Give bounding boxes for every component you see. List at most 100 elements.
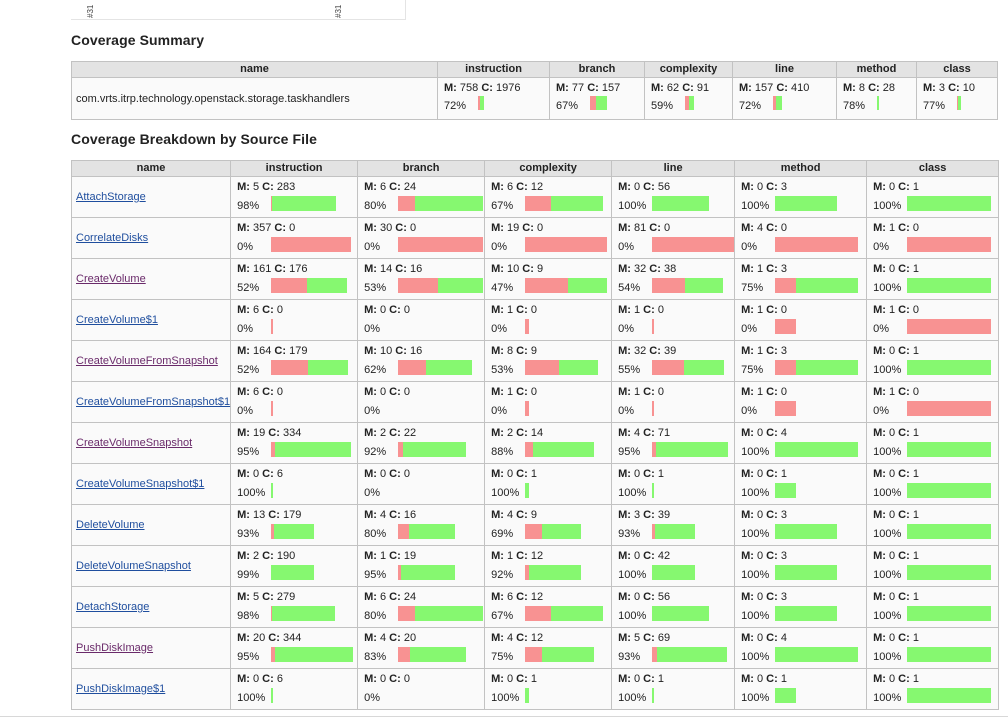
covered-count: 0: [403, 468, 410, 480]
missed-covered-counts: M: 6 C: 12: [491, 591, 544, 603]
missed-covered-counts: M: 4 C: 0: [741, 222, 787, 234]
coverage-percent: 100%: [618, 200, 647, 212]
source-file-name-cell: AttachStorage: [70, 176, 232, 218]
covered-count: 16: [409, 263, 423, 275]
source-file-link[interactable]: CreateVolume$1: [76, 314, 158, 326]
missed-count: 0: [506, 673, 514, 685]
coverage-bar: [271, 483, 274, 498]
missed-count: 0: [756, 509, 764, 521]
branch-coverage-value: M: 14 C: 16 53%: [358, 259, 484, 299]
coverage-percent: 80%: [364, 610, 387, 622]
instruction-cell: M: 164 C: 179 52%: [230, 340, 359, 382]
missed-covered-counts: M: 1 C: 0: [873, 304, 919, 316]
line-coverage-value: M: 1 C: 0 0%: [612, 300, 734, 340]
covered-bar-segment: [480, 96, 484, 110]
instruction-coverage-value: M: 0 C: 6 100%: [231, 669, 357, 709]
missed-bar-segment: [652, 360, 685, 375]
missed-count: 3: [938, 82, 946, 94]
instruction-cell: M: 161 C: 176 52%: [230, 258, 359, 300]
source-file-link[interactable]: DeleteVolume: [76, 519, 145, 531]
source-file-link[interactable]: CorrelateDisks: [76, 232, 149, 244]
missed-covered-counts: M: 2 C: 22: [364, 427, 417, 439]
method-cell: M: 0 C: 3 100%: [734, 176, 868, 218]
coverage-bar: [907, 442, 992, 457]
source-file-link[interactable]: DeleteVolumeSnapshot: [76, 560, 191, 572]
instruction-cell: M: 20 C: 344 95%: [230, 627, 359, 669]
class-cell: M: 0 C: 1 100%: [866, 340, 1000, 382]
coverage-percent: 0%: [741, 405, 757, 417]
branch-coverage-value: M: 0 C: 0 0%: [358, 300, 484, 340]
method-cell: M: 0 C: 4 100%: [734, 627, 868, 669]
coverage-bar: [652, 319, 655, 334]
coverage-bar: [775, 442, 859, 457]
covered-count: 71: [657, 427, 671, 439]
line-coverage-value: M: 5 C: 69 93%: [612, 628, 734, 668]
class-cell: M: 0 C: 1 100%: [866, 504, 1000, 546]
covered-count: 1: [912, 591, 919, 603]
coverage-percent: 53%: [364, 282, 387, 294]
missed-covered-counts: M: 8 C: 28: [843, 82, 895, 94]
covered-bar-segment: [775, 524, 838, 539]
line-cell: M: 1 C: 0 0%: [611, 381, 736, 423]
coverage-percent: 100%: [618, 569, 647, 581]
source-file-link[interactable]: PushDiskImage: [76, 642, 154, 654]
source-file-link[interactable]: CreateVolumeSnapshot$1: [76, 478, 205, 490]
missed-covered-counts: M: 30 C: 0: [364, 222, 417, 234]
source-file-link[interactable]: CreateVolumeFromSnapshot: [76, 355, 218, 367]
branch-cell: M: 6 C: 24 80%: [357, 586, 486, 628]
missed-bar-segment: [652, 401, 655, 416]
covered-count: 334: [282, 427, 302, 439]
covered-bar-segment: [796, 360, 859, 375]
missed-count: 0: [888, 468, 896, 480]
branch-cell: M: 14 C: 16 53%: [357, 258, 486, 300]
coverage-percent: 100%: [873, 692, 902, 704]
source-file-link[interactable]: DetachStorage: [76, 601, 150, 613]
coverage-percent: 0%: [364, 487, 380, 499]
coverage-bar: [525, 196, 604, 211]
line-summary-value: M: 157 C: 410 72%: [733, 78, 836, 119]
covered-count: 39: [663, 345, 677, 357]
coverage-bar: [775, 401, 797, 416]
missed-covered-counts: M: 5 C: 279: [237, 591, 296, 603]
source-file-link[interactable]: CreateVolumeSnapshot: [76, 437, 193, 449]
missed-bar-segment: [398, 278, 439, 293]
coverage-bar: [775, 237, 859, 252]
covered-bar-segment: [551, 196, 604, 211]
complexity-cell: M: 4 C: 12 75%: [484, 627, 613, 669]
coverage-percent: 67%: [491, 610, 514, 622]
header-complexity: complexity: [484, 160, 613, 177]
table-row: CreateVolume$1 M: 6 C: 0 0% M: 0 C: 0 0% M: 1…: [70, 299, 1000, 341]
covered-count: 0: [912, 386, 919, 398]
covered-bar-segment: [775, 196, 838, 211]
coverage-percent: 69%: [491, 528, 514, 540]
source-file-link[interactable]: AttachStorage: [76, 191, 146, 203]
branch-cell: M: 30 C: 0 0%: [357, 217, 486, 259]
covered-bar-segment: [652, 606, 710, 621]
coverage-percent: 78%: [843, 100, 866, 112]
coverage-percent: 100%: [491, 692, 520, 704]
method-coverage-value: M: 1 C: 0 0%: [735, 300, 866, 340]
source-file-link[interactable]: PushDiskImage$1: [76, 683, 166, 695]
missed-count: 6: [252, 304, 260, 316]
missed-count: 19: [252, 427, 266, 439]
missed-bar-segment: [652, 524, 656, 539]
header-line: line: [732, 61, 837, 78]
class-cell: M: 1 C: 0 0%: [866, 381, 1000, 423]
missed-covered-counts: M: 0 C: 4: [741, 427, 787, 439]
missed-count: 0: [756, 632, 764, 644]
covered-count: 1: [912, 468, 919, 480]
source-file-link[interactable]: CreateVolume: [76, 273, 146, 285]
covered-bar-segment: [275, 647, 354, 662]
coverage-bar: [398, 442, 467, 457]
source-file-link[interactable]: CreateVolumeFromSnapshot$1: [76, 396, 231, 408]
branch-cell: M: 10 C: 16 62%: [357, 340, 486, 382]
coverage-percent: 100%: [741, 692, 770, 704]
coverage-bar: [398, 565, 456, 580]
covered-bar-segment: [403, 442, 467, 457]
missed-covered-counts: M: 0 C: 6: [237, 468, 283, 480]
missed-count: 0: [756, 591, 764, 603]
complexity-coverage-value: M: 2 C: 14 88%: [485, 423, 611, 463]
branch-coverage-value: M: 6 C: 24 80%: [358, 177, 484, 217]
covered-count: 179: [289, 345, 308, 357]
coverage-percent: 95%: [618, 446, 641, 458]
